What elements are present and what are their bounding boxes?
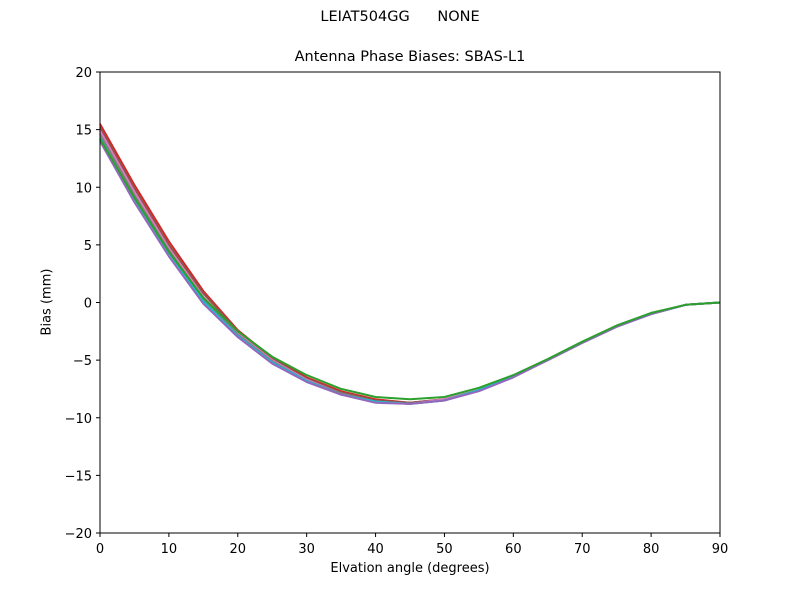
line-series-7 — [99, 138, 721, 401]
line-series-2 — [99, 126, 721, 404]
y-tick-label: 5 — [84, 239, 92, 254]
y-tick-label: 10 — [75, 181, 92, 196]
x-tick-label: 60 — [505, 542, 522, 557]
line-series-5 — [99, 137, 721, 405]
x-axis-label: Elvation angle (degrees) — [330, 561, 490, 576]
y-tick-label: −5 — [73, 354, 92, 369]
x-tick-label: 30 — [298, 542, 315, 557]
x-tick-label: 50 — [436, 542, 453, 557]
x-tick-label: 0 — [96, 542, 104, 557]
y-tick-label: 0 — [84, 297, 92, 312]
chart-title: Antenna Phase Biases: SBAS-L1 — [294, 49, 526, 65]
axes-frame — [99, 71, 721, 534]
y-tick-label: −20 — [65, 527, 92, 542]
line-series-6 — [99, 140, 721, 405]
x-tick-label: 20 — [230, 542, 247, 557]
y-axis-ticks: −20 −15 −10 −5 0 5 10 15 20 — [65, 66, 100, 542]
x-tick-label: 80 — [643, 542, 660, 557]
y-tick-label: −10 — [65, 412, 92, 427]
y-tick-label: −15 — [65, 469, 92, 484]
line-series-4 — [99, 133, 721, 405]
series-lines — [99, 123, 721, 405]
y-tick-label: 20 — [75, 66, 92, 81]
x-tick-label: 90 — [712, 542, 729, 557]
line-series-3 — [99, 130, 721, 405]
line-series-1 — [99, 123, 721, 404]
y-axis-label: Bias (mm) — [39, 268, 55, 336]
x-tick-label: 10 — [161, 542, 178, 557]
figure-suptitle: LEIAT504GG NONE — [320, 9, 480, 25]
x-tick-label: 40 — [367, 542, 384, 557]
x-tick-label: 70 — [574, 542, 591, 557]
x-axis-ticks: 0 10 20 30 40 50 60 70 80 90 — [96, 533, 728, 557]
y-tick-label: 15 — [75, 124, 92, 139]
